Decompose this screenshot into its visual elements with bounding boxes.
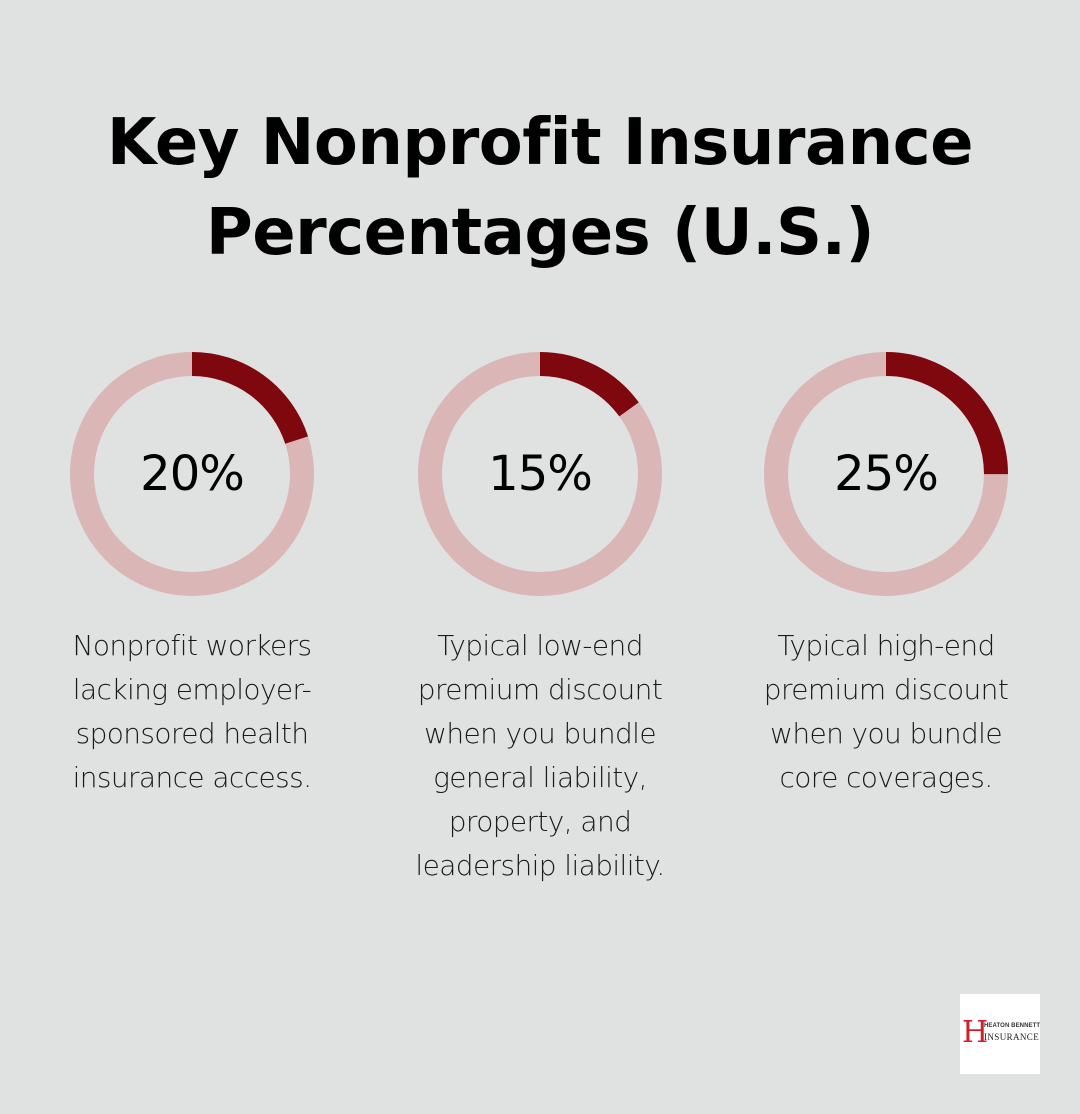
logo-company-name: HEATON BENNETT (984, 1023, 1041, 1029)
description-line: leadership liability. (415, 849, 665, 882)
company-logo: H HEATON BENNETT INSURANCE (960, 994, 1040, 1074)
donut-chart (764, 352, 1008, 596)
description-line: general liability, (433, 761, 647, 794)
stat-value: 20% (140, 446, 245, 502)
logo-insurance-text: INSURANCE (984, 1032, 1040, 1042)
stat-description: Nonprofit workers lacking employer-sponso… (40, 624, 344, 800)
description-line: sponsored health (75, 717, 309, 750)
donut-progress-arc (70, 352, 314, 596)
description-line: lacking employer- (72, 673, 312, 706)
description-line: Nonprofit workers (72, 629, 312, 662)
title-line-2: Percentages (U.S.) (205, 196, 875, 270)
description-line: insurance access. (72, 761, 312, 794)
title-line-1: Key Nonprofit Insurance (106, 106, 974, 180)
description-line: premium discount (763, 673, 1009, 706)
description-line: premium discount (417, 673, 663, 706)
donut-progress-arc (764, 352, 1008, 596)
description-line: core coverages. (779, 761, 993, 794)
description-line: when you bundle (770, 717, 1003, 750)
stat-description: Typical high-end premium discount when you… (734, 624, 1038, 800)
stat-description: Typical low-end premium discount when you … (388, 624, 692, 888)
description-line: property, and (448, 805, 632, 838)
donut-chart (418, 352, 662, 596)
stat-value: 15% (488, 446, 593, 502)
description-line: Typical low-end (437, 629, 643, 662)
donut-progress-arc (418, 352, 662, 596)
donut-chart (70, 352, 314, 596)
description-line: Typical high-end (777, 629, 995, 662)
page-title: Key Nonprofit Insurance Percentages (U.S… (0, 98, 1080, 278)
logo-h-mark: H (962, 1015, 989, 1050)
stat-value: 25% (834, 446, 939, 502)
description-line: when you bundle (424, 717, 657, 750)
